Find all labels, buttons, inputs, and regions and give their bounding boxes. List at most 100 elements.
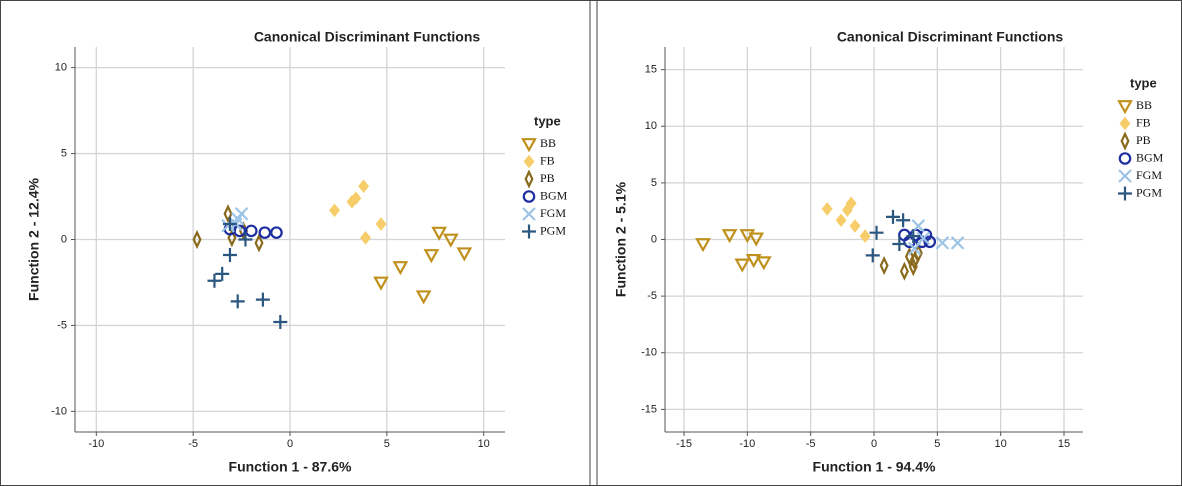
marker-circle	[244, 224, 258, 238]
marker-plus	[230, 294, 245, 309]
marker-triangle	[456, 247, 473, 262]
marker-diamond	[375, 217, 387, 231]
legend-title: type	[534, 113, 561, 128]
y-axis-label: Function 2 - 5.1%	[613, 181, 629, 297]
marker-diamond	[254, 233, 264, 253]
marker-triangle	[1117, 100, 1133, 115]
marker-plus	[906, 229, 921, 244]
marker-diamond	[910, 251, 920, 271]
y-tick-label: 15	[645, 64, 657, 76]
marker-plus	[215, 266, 230, 281]
y-tick-label: -5	[647, 290, 657, 302]
marker-plus	[886, 209, 900, 224]
marker-diamond	[879, 255, 889, 276]
chart-title: Canonical Discriminant Functions	[254, 29, 481, 45]
marker-triangle	[442, 233, 459, 248]
marker-cross	[522, 207, 536, 221]
marker-diamond	[821, 202, 833, 216]
legend-label: PGM	[1136, 185, 1162, 199]
legend-label: PB	[1136, 133, 1151, 147]
marker-circle	[1118, 152, 1132, 165]
marker-cross	[221, 218, 235, 233]
marker-cross	[935, 236, 950, 250]
marker-cross	[1118, 169, 1132, 183]
marker-triangle	[431, 226, 448, 241]
legend-label: FB	[1136, 115, 1151, 129]
marker-diamond	[1120, 131, 1130, 151]
marker-circle	[270, 226, 283, 239]
legend-label: BB	[540, 136, 556, 150]
y-tick-label: -10	[641, 347, 657, 359]
marker-plus	[238, 232, 253, 247]
marker-diamond	[841, 203, 853, 217]
marker-diamond	[524, 169, 534, 189]
y-axis-label: Function 2 - 12.4%	[26, 177, 42, 300]
x-tick-label: 15	[1058, 438, 1070, 450]
marker-plus	[273, 315, 288, 329]
marker-cross	[230, 212, 245, 226]
marker-diamond	[523, 154, 535, 169]
marker-diamond	[358, 179, 370, 194]
legend-label: BGM	[1136, 150, 1164, 164]
marker-circle	[522, 190, 536, 203]
x-tick-label: -5	[806, 438, 816, 450]
marker-plus	[896, 213, 911, 228]
marker-triangle	[521, 138, 537, 153]
marker-triangle	[748, 232, 765, 247]
marker-plus	[1118, 186, 1132, 201]
marker-cross	[907, 241, 922, 256]
x-tick-label: 0	[871, 438, 877, 450]
y-tick-label: -15	[641, 403, 657, 415]
marker-circle	[258, 226, 272, 239]
marker-plus	[255, 292, 270, 307]
marker-diamond	[859, 229, 871, 243]
marker-diamond	[223, 204, 233, 224]
y-tick-label: -10	[51, 405, 67, 417]
marker-diamond	[192, 229, 202, 250]
marker-triangle	[734, 258, 751, 273]
x-tick-label: 10	[478, 438, 490, 450]
x-tick-label: 5	[384, 438, 390, 450]
marker-circle	[923, 235, 937, 249]
marker-diamond	[849, 219, 861, 233]
y-tick-label: 10	[55, 62, 67, 74]
legend-label: FGM	[540, 206, 566, 220]
marker-triangle	[415, 290, 432, 305]
marker-plus	[865, 248, 880, 263]
x-tick-label: 0	[287, 438, 293, 450]
legend-label: PB	[540, 171, 555, 185]
marker-triangle	[373, 276, 389, 291]
x-tick-label: 10	[995, 438, 1007, 450]
legend-label: FB	[540, 153, 555, 167]
y-tick-label: 10	[645, 120, 657, 132]
y-tick-label: -5	[57, 319, 67, 331]
x-tick-label: -15	[676, 438, 692, 450]
x-tick-label: -5	[188, 438, 198, 450]
marker-triangle	[745, 253, 762, 269]
marker-diamond	[346, 194, 358, 209]
y-tick-label: 5	[651, 177, 657, 189]
legend-label: FGM	[1136, 168, 1162, 182]
x-axis-label: Function 1 - 94.4%	[813, 459, 936, 475]
marker-diamond	[360, 230, 371, 245]
x-tick-label: -10	[88, 438, 104, 450]
x-tick-label: 5	[934, 438, 940, 450]
marker-plus	[869, 225, 884, 240]
x-tick-label: -10	[739, 438, 755, 450]
marker-diamond	[899, 261, 909, 281]
marker-plus	[522, 224, 536, 239]
y-tick-label: 0	[61, 233, 67, 245]
x-axis-label: Function 1 - 87.6%	[229, 459, 352, 475]
marker-diamond	[904, 246, 914, 267]
marker-triangle	[423, 249, 440, 264]
marker-diamond	[835, 213, 847, 228]
chart-title: Canonical Discriminant Functions	[837, 29, 1064, 45]
legend-label: BB	[1136, 98, 1152, 112]
marker-plus	[892, 237, 907, 252]
marker-triangle	[721, 229, 738, 244]
y-tick-label: 5	[61, 147, 67, 159]
marker-triangle	[755, 256, 772, 271]
marker-diamond	[1119, 116, 1131, 131]
marker-triangle	[695, 238, 711, 253]
